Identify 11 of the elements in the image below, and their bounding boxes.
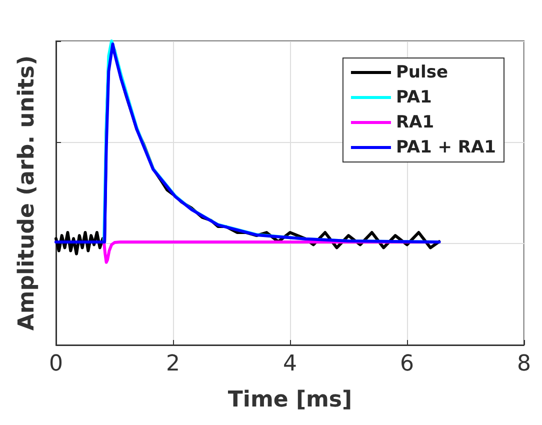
x-tick-label: 0 [49, 352, 63, 376]
legend-label: PA1 + RA1 [396, 138, 496, 158]
y-axis-title: Amplitude (arb. units) [14, 55, 40, 331]
legend-label: PA1 [396, 88, 432, 108]
x-tick-label: 2 [166, 352, 180, 376]
x-tick-label: 6 [400, 352, 414, 376]
legend-label: RA1 [396, 112, 434, 132]
x-tick-label: 4 [283, 352, 297, 376]
x-axis-title: Time [ms] [228, 388, 352, 412]
legend-label: Pulse [396, 62, 448, 82]
x-tick-label: 8 [517, 352, 531, 376]
